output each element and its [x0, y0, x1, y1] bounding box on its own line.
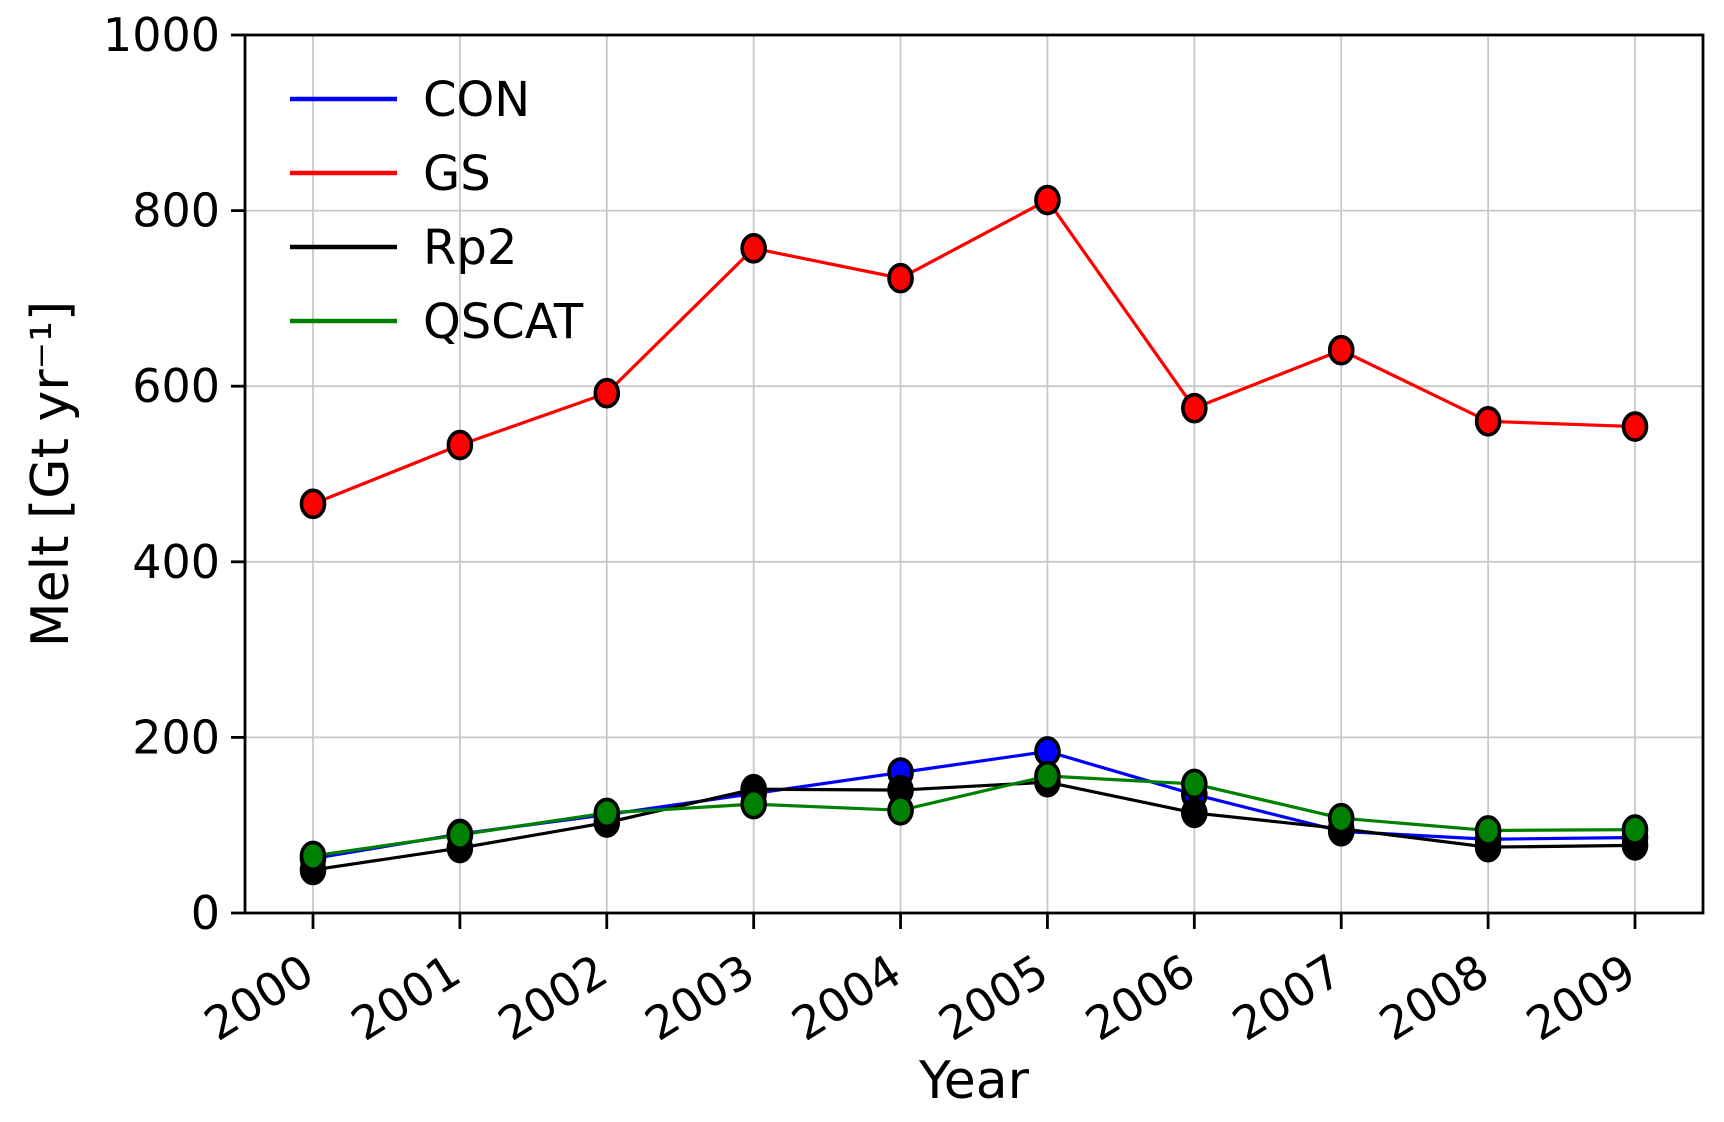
- series-CON: [299, 736, 1649, 874]
- y-tick-label-200: 200: [132, 710, 220, 764]
- y-axis-label: Melt [Gt yr⁻¹]: [21, 301, 81, 647]
- y-tick-label-800: 800: [132, 184, 220, 238]
- y-tick-label-0: 0: [191, 886, 220, 940]
- marker-QSCAT-2000: [299, 840, 327, 872]
- x-tick-label-2009: 2009: [1517, 944, 1645, 1052]
- x-tick-label-2000: 2000: [195, 944, 323, 1052]
- marker-QSCAT-2007: [1327, 802, 1355, 834]
- x-tick-label-2001: 2001: [342, 944, 470, 1052]
- x-tick-label-2002: 2002: [489, 944, 617, 1052]
- marker-Rp2-2006: [1181, 797, 1208, 829]
- y-tick-label-1000: 1000: [103, 8, 220, 62]
- marker-GS-2004: [887, 262, 914, 294]
- y-tick-label-600: 600: [132, 359, 220, 413]
- marker-QSCAT-2002: [593, 797, 621, 829]
- x-tick-label-2008: 2008: [1370, 944, 1498, 1052]
- series-QSCAT: [299, 760, 1649, 872]
- legend-item-Rp2: Rp2: [290, 220, 517, 276]
- marker-QSCAT-2008: [1474, 815, 1502, 846]
- marker-GS-2007: [1327, 334, 1355, 366]
- series-GS: [299, 184, 1649, 520]
- marker-QSCAT-2003: [740, 788, 767, 820]
- series-line-QSCAT: [312, 774, 1636, 858]
- marker-GS-2008: [1474, 406, 1502, 437]
- marker-QSCAT-2001: [446, 819, 474, 851]
- x-axis-label: Year: [918, 1051, 1030, 1111]
- marker-QSCAT-2006: [1181, 768, 1208, 800]
- series-layer: [299, 184, 1649, 886]
- plot-frame: [243, 33, 1705, 915]
- x-tick-label-2004: 2004: [782, 944, 910, 1052]
- series-line-CON: [312, 749, 1636, 861]
- series-line-Rp2: [312, 780, 1636, 872]
- legend-item-GS: GS: [290, 146, 491, 202]
- tick-layer: [231, 33, 1637, 929]
- marker-GS-2002: [593, 377, 621, 409]
- marker-GS-2003: [740, 233, 767, 264]
- legend-label-GS: GS: [423, 146, 491, 202]
- x-tick-label-2005: 2005: [929, 944, 1057, 1052]
- legend-label-QSCAT: QSCAT: [423, 294, 584, 350]
- marker-GS-2006: [1181, 392, 1208, 424]
- marker-QSCAT-2004: [887, 794, 914, 826]
- y-tick-label-400: 400: [132, 535, 220, 589]
- series-line-GS: [312, 198, 1636, 506]
- marker-GS-2005: [1034, 184, 1061, 216]
- x-tick-label-2003: 2003: [636, 944, 764, 1052]
- legend-item-CON: CON: [290, 72, 530, 128]
- x-tick-label-2006: 2006: [1076, 944, 1204, 1052]
- legend: CON GS Rp2 QSCAT: [290, 72, 584, 350]
- marker-QSCAT-2005: [1034, 760, 1061, 792]
- legend-item-QSCAT: QSCAT: [290, 294, 584, 350]
- marker-GS-2000: [299, 488, 327, 520]
- marker-QSCAT-2009: [1621, 814, 1649, 845]
- marker-GS-2001: [446, 429, 474, 461]
- marker-GS-2009: [1621, 411, 1649, 442]
- legend-label-CON: CON: [423, 72, 530, 128]
- legend-label-Rp2: Rp2: [423, 220, 517, 276]
- x-tick-label-2007: 2007: [1223, 944, 1351, 1052]
